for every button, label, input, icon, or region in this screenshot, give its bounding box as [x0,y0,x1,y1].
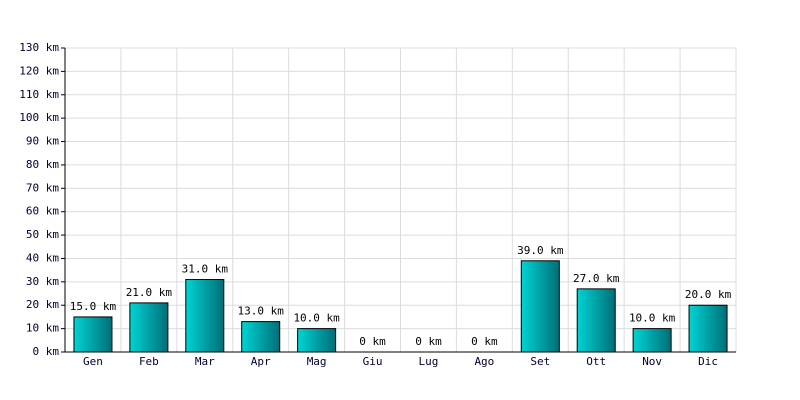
x-tick-label: Ago [474,355,494,368]
y-tick-label: 30 km [26,275,59,288]
y-tick-label: 100 km [19,111,59,124]
bar [129,302,169,353]
value-label: 31.0 km [182,263,229,276]
y-tick-label: 40 km [26,251,59,264]
bar [576,288,616,353]
y-tick-label: 110 km [19,88,59,101]
x-tick-label: Nov [642,355,662,368]
value-label: 20.0 km [685,288,732,301]
x-tick-label: Apr [251,355,271,368]
y-tick-label: 60 km [26,205,59,218]
value-label: 15.0 km [70,300,117,313]
value-label: 0 km [471,335,498,348]
y-tick-label: 20 km [26,298,59,311]
bar [185,279,225,353]
value-label: 0 km [359,335,386,348]
bar [520,260,560,353]
value-label: 21.0 km [126,286,173,299]
value-label: 13.0 km [238,305,285,318]
x-tick-label: Set [530,355,550,368]
y-tick-label: 90 km [26,135,59,148]
y-tick-label: 80 km [26,158,59,171]
x-tick-label: Mar [195,355,215,368]
bar [632,328,672,353]
value-label: 39.0 km [517,244,564,257]
y-tick-label: 0 km [33,345,60,358]
value-label: 27.0 km [573,272,620,285]
y-tick-label: 50 km [26,228,59,241]
y-tick-label: 120 km [19,64,59,77]
x-tick-label: Dic [698,355,718,368]
value-label: 0 km [415,335,442,348]
x-tick-label: Giu [363,355,383,368]
bar [297,328,337,353]
bar [688,304,728,353]
value-label: 10.0 km [293,312,340,325]
y-tick-label: 70 km [26,181,59,194]
x-tick-label: Lug [419,355,439,368]
x-tick-label: Gen [83,355,103,368]
x-tick-label: Mag [307,355,327,368]
value-label: 10.0 km [629,312,676,325]
y-tick-label: 10 km [26,322,59,335]
bar [73,316,113,353]
bar [241,321,281,353]
y-tick-label: 130 km [19,41,59,54]
x-tick-label: Ott [586,355,606,368]
x-tick-label: Feb [139,355,159,368]
